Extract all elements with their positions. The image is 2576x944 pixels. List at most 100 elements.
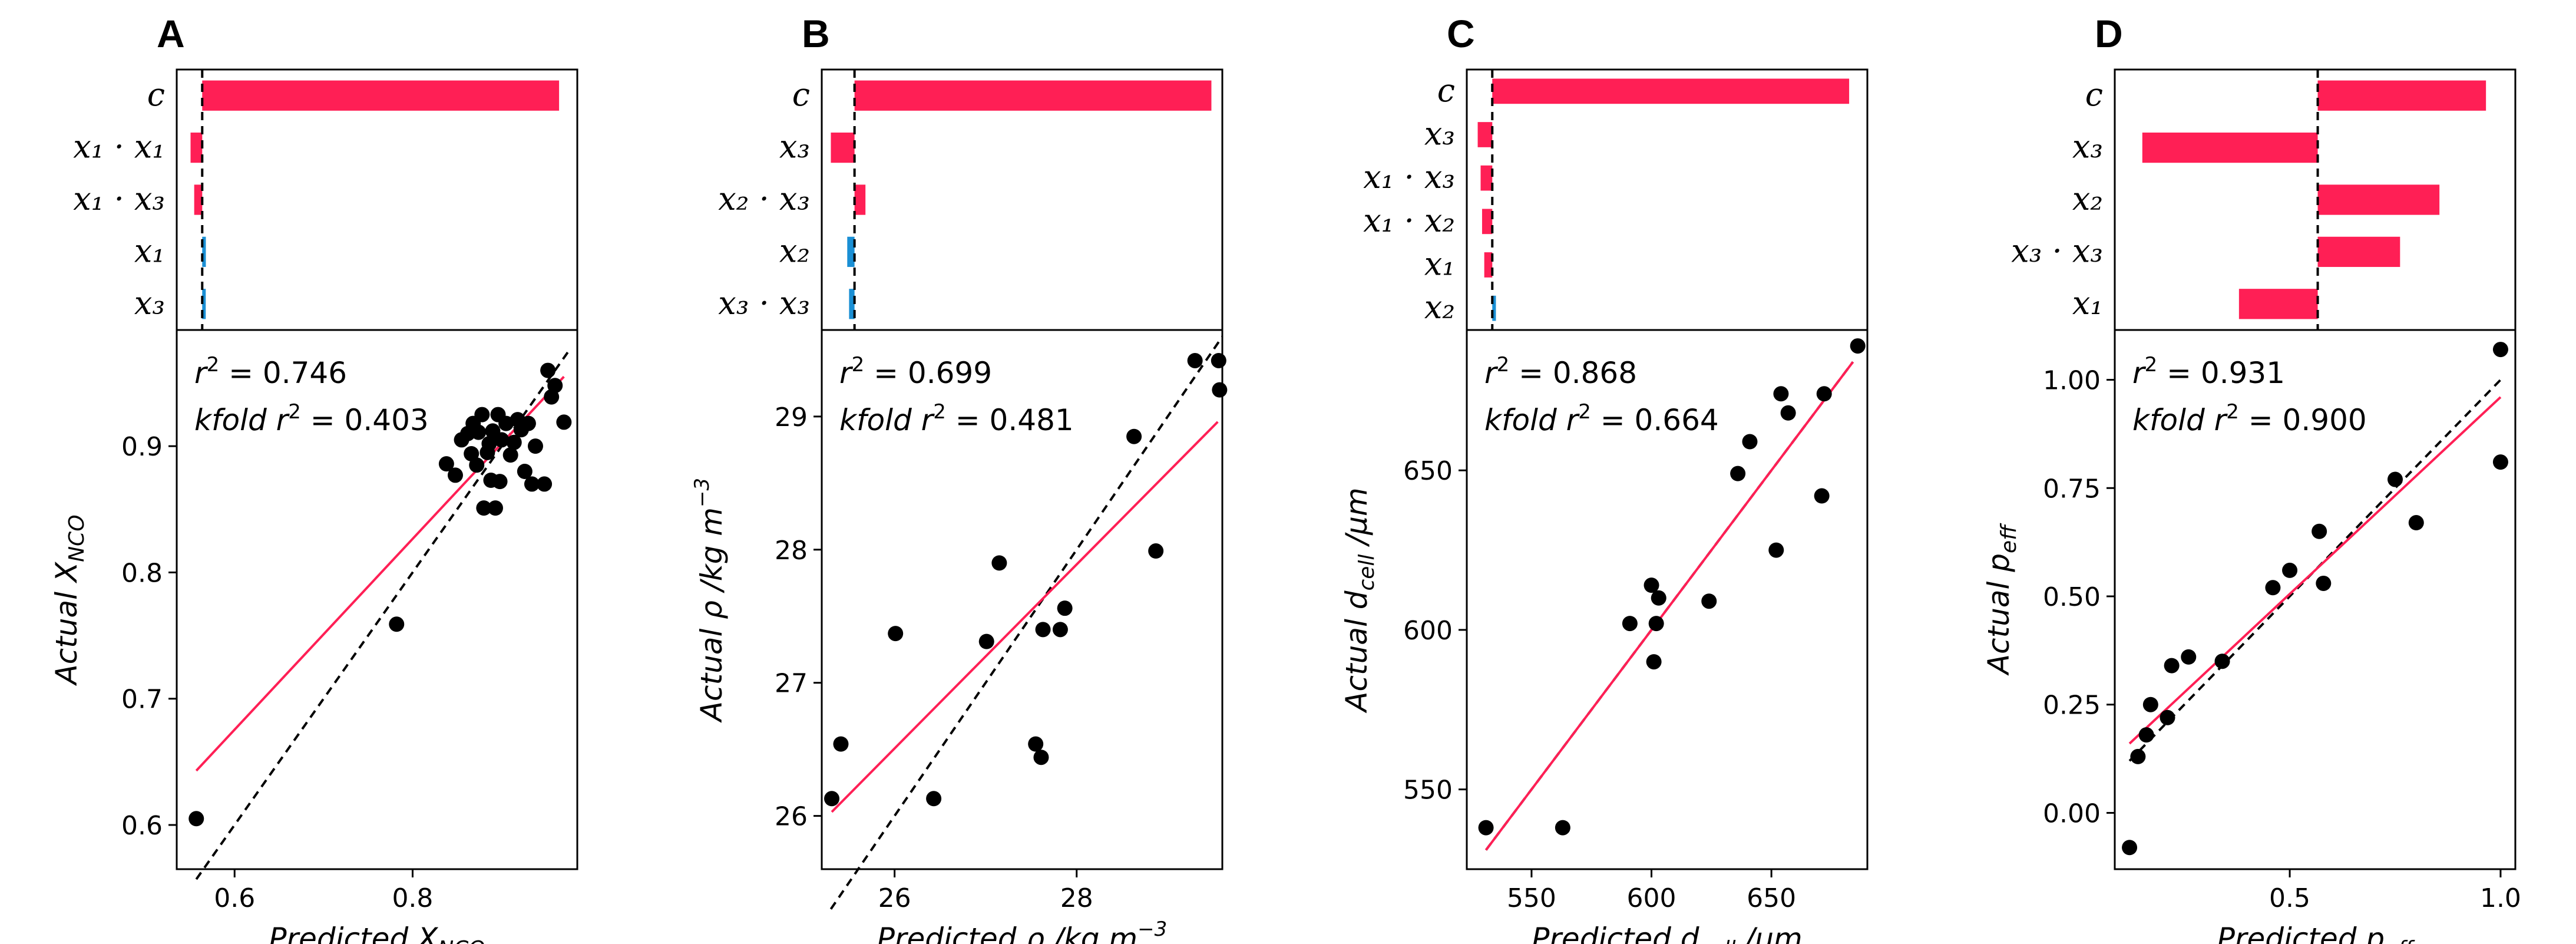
y-tick-label: 27 (775, 669, 808, 699)
data-point (1555, 820, 1570, 836)
data-point (926, 791, 942, 807)
importance-label: x₁ · x₃ (1363, 159, 1455, 196)
data-point (2164, 658, 2180, 674)
data-point (2492, 454, 2508, 470)
importance-bar (202, 289, 206, 319)
x-tick-label: 28 (1060, 883, 1093, 913)
data-point (2214, 653, 2230, 669)
kfold-annotation: kfold r2 = 0.481 (839, 400, 1074, 437)
x-tick-label: 650 (1747, 883, 1796, 913)
scatter-frame (176, 329, 578, 870)
data-point (1035, 622, 1051, 638)
data-point (2181, 649, 2197, 665)
data-point (991, 555, 1007, 571)
scatter-frame (2114, 329, 2517, 870)
data-point (1211, 352, 1226, 368)
importance-bar (202, 236, 206, 268)
y-tick-label: 600 (1403, 616, 1453, 646)
identity-line (829, 336, 1223, 910)
data-point (481, 435, 497, 451)
x-axis-title: Predicted peff (2217, 922, 2415, 944)
importance-label: x₂ (1424, 289, 1455, 326)
x-tick-label: 26 (878, 883, 911, 913)
importance-label: x₃ (779, 128, 810, 166)
data-point (469, 457, 485, 473)
x-tick-label: 0.8 (392, 883, 433, 913)
data-point (2492, 342, 2508, 358)
data-point (1648, 616, 1664, 632)
x-axis-title: Predicted dcell /μm (1532, 922, 1803, 944)
y-tick-label: 0.50 (2043, 582, 2101, 612)
y-axis-title: Actual ρ /kg m−3 (690, 478, 729, 723)
data-point (1816, 386, 1832, 402)
data-point (1212, 382, 1228, 398)
data-point (824, 791, 839, 807)
data-point (447, 467, 463, 483)
data-point (474, 407, 490, 423)
data-point (1148, 543, 1164, 559)
panel-letter: D (2095, 12, 2123, 55)
importance-label: x₁ · x₃ (73, 180, 165, 217)
data-point (556, 414, 572, 430)
importance-frame (1466, 68, 1869, 331)
data-point (1850, 338, 1866, 354)
panel-d: Dc x₃ x₂ x₃ · x₃ x₁ 0.5 1.0 0.00 0.25 0.50 0.75 1.0… (1982, 12, 2521, 944)
data-point (1622, 616, 1638, 632)
importance-bar (2317, 80, 2486, 111)
importance-label: x₃ · x₃ (2011, 232, 2103, 269)
data-point (2122, 840, 2138, 856)
data-point (1052, 622, 1068, 638)
importance-bar (1492, 78, 1850, 104)
importance-bar (2238, 289, 2318, 319)
importance-bar (1484, 252, 1493, 278)
importance-label: x₁ (134, 232, 165, 269)
y-tick-label: 0.25 (2043, 691, 2101, 721)
data-point (888, 626, 904, 642)
data-point (2387, 471, 2403, 487)
data-point (1028, 736, 1044, 752)
panel-letter: C (1447, 12, 1475, 55)
data-point (2408, 515, 2424, 531)
data-point (1701, 593, 1717, 609)
importance-bar (202, 80, 560, 111)
data-point (438, 456, 454, 472)
data-point (464, 446, 480, 461)
importance-label: x₂ (779, 232, 810, 269)
data-point (1126, 428, 1142, 444)
importance-label: c (1437, 72, 1455, 109)
importance-label: x₁ · x₁ (73, 128, 165, 166)
panel-c: Cc x₃ x₁ · x₃ x₁ · x₂ x₁ x₂ 550 600 650 550 600 650… (1340, 12, 1869, 944)
y-tick-label: 550 (1403, 775, 1453, 806)
data-point (492, 474, 508, 490)
importance-bar (2317, 236, 2400, 268)
importance-label: x₃ (2072, 128, 2103, 166)
importance-bar (1482, 209, 1493, 235)
y-tick-label: 28 (775, 536, 808, 566)
data-point (389, 616, 405, 632)
importance-bar (194, 184, 203, 215)
data-point (1646, 654, 1662, 670)
importance-label: c (147, 76, 165, 113)
data-point (517, 464, 533, 479)
panel-letter: A (157, 12, 185, 55)
importance-bar (2142, 132, 2318, 163)
data-point (494, 432, 510, 448)
data-point (487, 500, 503, 516)
panel-b: Bc x₃ x₂ · x₃ x₂ x₃ · x₃ 26 28 26 27 28 29 r2 = 0.6… (690, 12, 1228, 944)
fit-line (1484, 361, 1854, 851)
data-point (1814, 488, 1830, 504)
data-point (2265, 580, 2281, 596)
data-point (2138, 727, 2154, 743)
x-tick-label: 1.0 (2480, 883, 2521, 913)
importance-bar (847, 236, 855, 268)
kfold-annotation: kfold r2 = 0.900 (2132, 400, 2367, 437)
importance-bar (854, 184, 866, 215)
importance-bar (849, 289, 855, 319)
data-point (476, 500, 492, 516)
r2-annotation: r2 = 0.868 (1484, 353, 1637, 390)
y-tick-label: 1.00 (2043, 366, 2101, 396)
data-point (524, 476, 540, 492)
data-point (2142, 697, 2158, 712)
scatter-frame (1466, 329, 1869, 870)
